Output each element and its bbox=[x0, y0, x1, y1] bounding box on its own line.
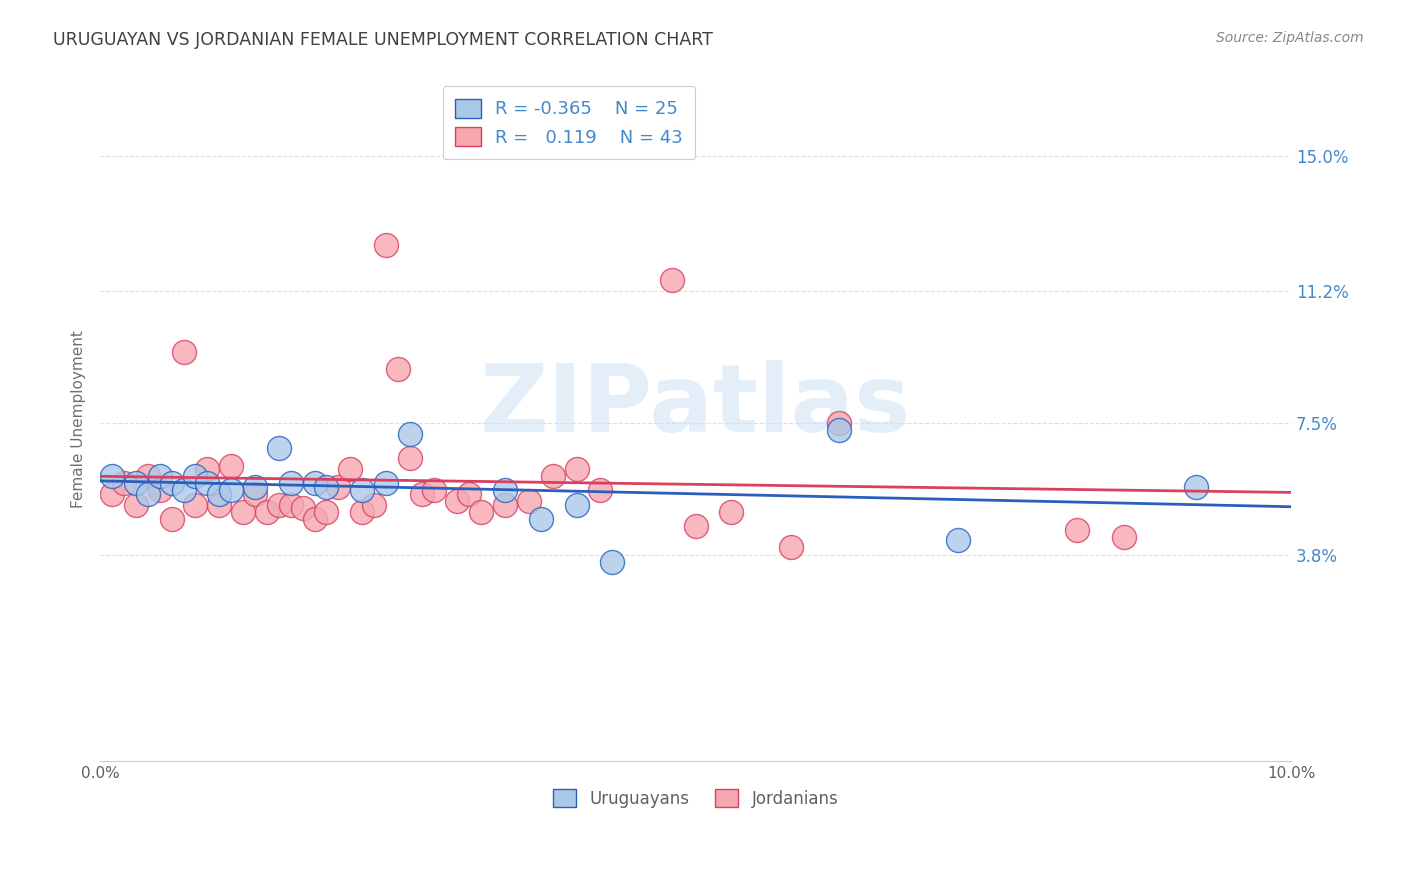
Point bbox=[387, 362, 409, 376]
Point bbox=[398, 451, 420, 466]
Point bbox=[136, 487, 159, 501]
Point bbox=[219, 458, 242, 473]
Point bbox=[398, 426, 420, 441]
Point bbox=[304, 476, 326, 491]
Point bbox=[530, 512, 553, 526]
Point bbox=[160, 512, 183, 526]
Point bbox=[446, 494, 468, 508]
Point bbox=[149, 469, 172, 483]
Point bbox=[827, 416, 849, 430]
Point bbox=[565, 498, 588, 512]
Point bbox=[363, 498, 385, 512]
Point bbox=[291, 501, 314, 516]
Point bbox=[315, 505, 337, 519]
Point bbox=[149, 483, 172, 498]
Point bbox=[685, 519, 707, 533]
Point bbox=[946, 533, 969, 548]
Legend: Uruguayans, Jordanians: Uruguayans, Jordanians bbox=[547, 783, 845, 814]
Point bbox=[243, 487, 266, 501]
Point bbox=[267, 441, 290, 455]
Point bbox=[470, 505, 492, 519]
Text: URUGUAYAN VS JORDANIAN FEMALE UNEMPLOYMENT CORRELATION CHART: URUGUAYAN VS JORDANIAN FEMALE UNEMPLOYME… bbox=[53, 31, 713, 49]
Point bbox=[352, 505, 374, 519]
Point bbox=[1114, 530, 1136, 544]
Point bbox=[375, 237, 398, 252]
Point bbox=[1066, 523, 1088, 537]
Point bbox=[565, 462, 588, 476]
Point bbox=[125, 476, 148, 491]
Point bbox=[375, 476, 398, 491]
Point bbox=[173, 344, 195, 359]
Point bbox=[267, 498, 290, 512]
Point bbox=[112, 476, 135, 491]
Point bbox=[458, 487, 481, 501]
Point bbox=[101, 469, 124, 483]
Y-axis label: Female Unemployment: Female Unemployment bbox=[72, 330, 86, 508]
Text: Source: ZipAtlas.com: Source: ZipAtlas.com bbox=[1216, 31, 1364, 45]
Point bbox=[411, 487, 433, 501]
Point bbox=[328, 480, 350, 494]
Point bbox=[195, 462, 218, 476]
Point bbox=[208, 487, 231, 501]
Point bbox=[256, 505, 278, 519]
Point bbox=[160, 476, 183, 491]
Point bbox=[125, 498, 148, 512]
Point bbox=[304, 512, 326, 526]
Point bbox=[232, 505, 254, 519]
Point bbox=[541, 469, 564, 483]
Point bbox=[208, 498, 231, 512]
Point bbox=[589, 483, 612, 498]
Point bbox=[422, 483, 444, 498]
Point bbox=[315, 480, 337, 494]
Point bbox=[1185, 480, 1208, 494]
Point bbox=[600, 555, 623, 569]
Point bbox=[219, 483, 242, 498]
Point bbox=[101, 487, 124, 501]
Point bbox=[827, 423, 849, 437]
Point bbox=[339, 462, 361, 476]
Point bbox=[280, 476, 302, 491]
Point bbox=[517, 494, 540, 508]
Point bbox=[184, 469, 207, 483]
Point bbox=[352, 483, 374, 498]
Point bbox=[780, 541, 803, 555]
Point bbox=[243, 480, 266, 494]
Point bbox=[280, 498, 302, 512]
Point bbox=[661, 273, 683, 287]
Point bbox=[184, 498, 207, 512]
Point bbox=[173, 483, 195, 498]
Point bbox=[195, 476, 218, 491]
Point bbox=[136, 469, 159, 483]
Text: ZIPatlas: ZIPatlas bbox=[479, 359, 911, 451]
Point bbox=[494, 483, 516, 498]
Point bbox=[720, 505, 742, 519]
Point bbox=[494, 498, 516, 512]
